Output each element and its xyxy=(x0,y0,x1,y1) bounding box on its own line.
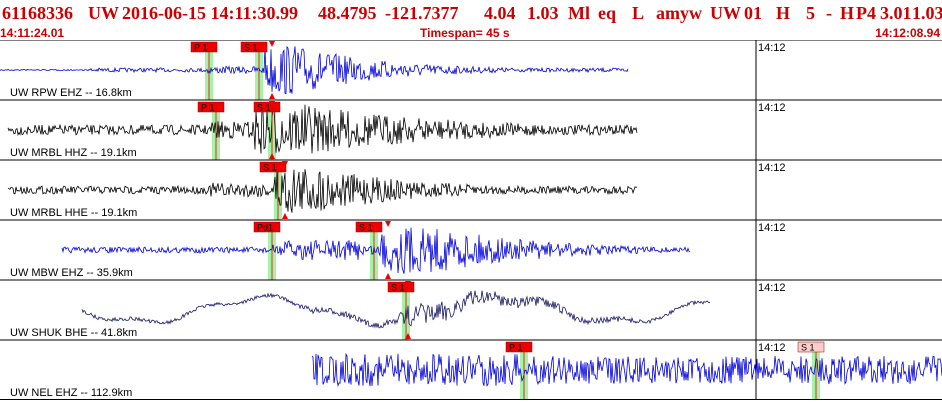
arrival-marker-up xyxy=(405,333,411,339)
end-time: 14:12:08.94 xyxy=(875,26,940,40)
trace-panel-3[interactable]: S 1 xyxy=(0,159,942,220)
event-id: 61168336 xyxy=(2,3,74,23)
event-type: eq xyxy=(598,3,616,23)
pick-flag xyxy=(253,221,281,233)
event-rms2: 1.03 xyxy=(912,3,942,23)
pick-flag xyxy=(259,161,287,173)
event-flag3: H xyxy=(840,3,855,23)
event-header: 61168336 UW 2016-06-15 14:11:30.99 48.47… xyxy=(0,0,942,40)
event-datetime: 2016-06-15 14:11:30.99 xyxy=(122,3,298,23)
trace-panel-5[interactable]: S 1 xyxy=(0,279,942,340)
event-subsource: P4 xyxy=(856,3,876,23)
event-flag1: L xyxy=(632,3,645,23)
event-flag2: H xyxy=(776,3,791,23)
time-label: 14:12 xyxy=(758,162,786,174)
arrival-marker-up xyxy=(269,93,275,99)
trace-panel-6[interactable]: P 1 S 1 xyxy=(0,339,942,400)
pick-flag-label: S 1 xyxy=(257,103,271,113)
arrival-marker-up xyxy=(282,213,288,219)
event-summary-line: 61168336 UW 2016-06-15 14:11:30.99 48.47… xyxy=(0,0,942,28)
start-time: 14:11:24.01 xyxy=(0,26,65,40)
seismogram-panels[interactable]: P 1 S 1 P 1 S 1 S 1 Pd1 S 1 S 1 P 1 S 1 UW RPW EH… xyxy=(0,39,942,400)
waveform-trace xyxy=(0,45,629,95)
pick-flag xyxy=(197,101,225,113)
event-count: 5 xyxy=(806,3,815,23)
arrival-marker-down xyxy=(282,161,288,167)
pick-flag-label: S 1 xyxy=(801,343,815,353)
station-label: UW MRBL HHE -- 19.1km xyxy=(10,207,138,219)
event-dash: - xyxy=(826,3,832,23)
pick-flag-label: P 1 xyxy=(509,343,522,353)
event-network: UW xyxy=(88,3,119,23)
waveform-trace xyxy=(7,169,637,213)
pick-flag-label: S 1 xyxy=(263,163,277,173)
arrival-marker-up xyxy=(385,273,391,279)
arrival-marker-down xyxy=(385,221,391,227)
waveform-trace xyxy=(311,352,942,388)
event-lon: -121.7377 xyxy=(385,3,459,23)
station-label: UW SHUK BHE -- 41.8km xyxy=(10,327,138,339)
waveform-trace xyxy=(7,104,638,154)
pick-flag xyxy=(190,41,218,53)
pick-flag xyxy=(240,41,268,53)
event-lat: 48.4795 xyxy=(318,3,377,23)
trace-panel-4[interactable]: Pd1 S 1 xyxy=(0,219,942,280)
event-rms1: 3.01 xyxy=(880,3,912,23)
time-label: 14:12 xyxy=(758,102,786,114)
station-label: UW MBW EHZ -- 35.9km xyxy=(10,267,133,279)
timespan: Timespan= 45 s xyxy=(420,26,510,40)
pick-flag xyxy=(387,281,415,293)
time-label: 14:12 xyxy=(758,342,786,354)
pick-flag-label: P 1 xyxy=(194,43,207,53)
pick-flag-label: S 1 xyxy=(391,283,405,293)
waveform-trace xyxy=(81,290,711,329)
seismogram-canvas[interactable]: P 1 S 1 P 1 S 1 S 1 Pd1 S 1 S 1 P 1 S 1 xyxy=(0,39,942,400)
pick-flag xyxy=(797,341,825,353)
arrival-marker-down xyxy=(405,281,411,287)
time-label: 14:12 xyxy=(758,222,786,234)
pick-flag xyxy=(505,341,533,353)
waveform-trace xyxy=(61,227,691,274)
trace-panel-2[interactable]: P 1 S 1 xyxy=(0,99,942,160)
pick-flag xyxy=(253,101,281,113)
trace-panel-1[interactable]: P 1 S 1 xyxy=(0,39,942,100)
event-author: amyw xyxy=(656,3,702,23)
event-version: 01 xyxy=(744,3,762,23)
station-label: UW MRBL HHZ -- 19.1km xyxy=(10,147,137,159)
time-label: 14:12 xyxy=(758,282,786,294)
pick-flag-label: Pd1 xyxy=(257,223,273,233)
event-magnitude: 1.03 xyxy=(527,3,559,23)
arrival-marker-down xyxy=(269,101,275,107)
pick-flag-label: S 1 xyxy=(359,223,373,233)
pick-flag-label: S 1 xyxy=(244,43,258,53)
event-depth: 4.04 xyxy=(484,3,516,23)
event-net2: UW xyxy=(710,3,741,23)
arrival-marker-down xyxy=(269,41,275,47)
pick-flag xyxy=(355,221,383,233)
arrival-marker-up xyxy=(269,153,275,159)
pick-flag-label: P 1 xyxy=(201,103,214,113)
station-label: UW RPW EHZ -- 16.8km xyxy=(10,87,132,99)
station-label: UW NEL EHZ -- 112.9km xyxy=(10,387,133,399)
event-mag-type: Ml xyxy=(568,3,590,23)
time-label: 14:12 xyxy=(758,42,786,54)
